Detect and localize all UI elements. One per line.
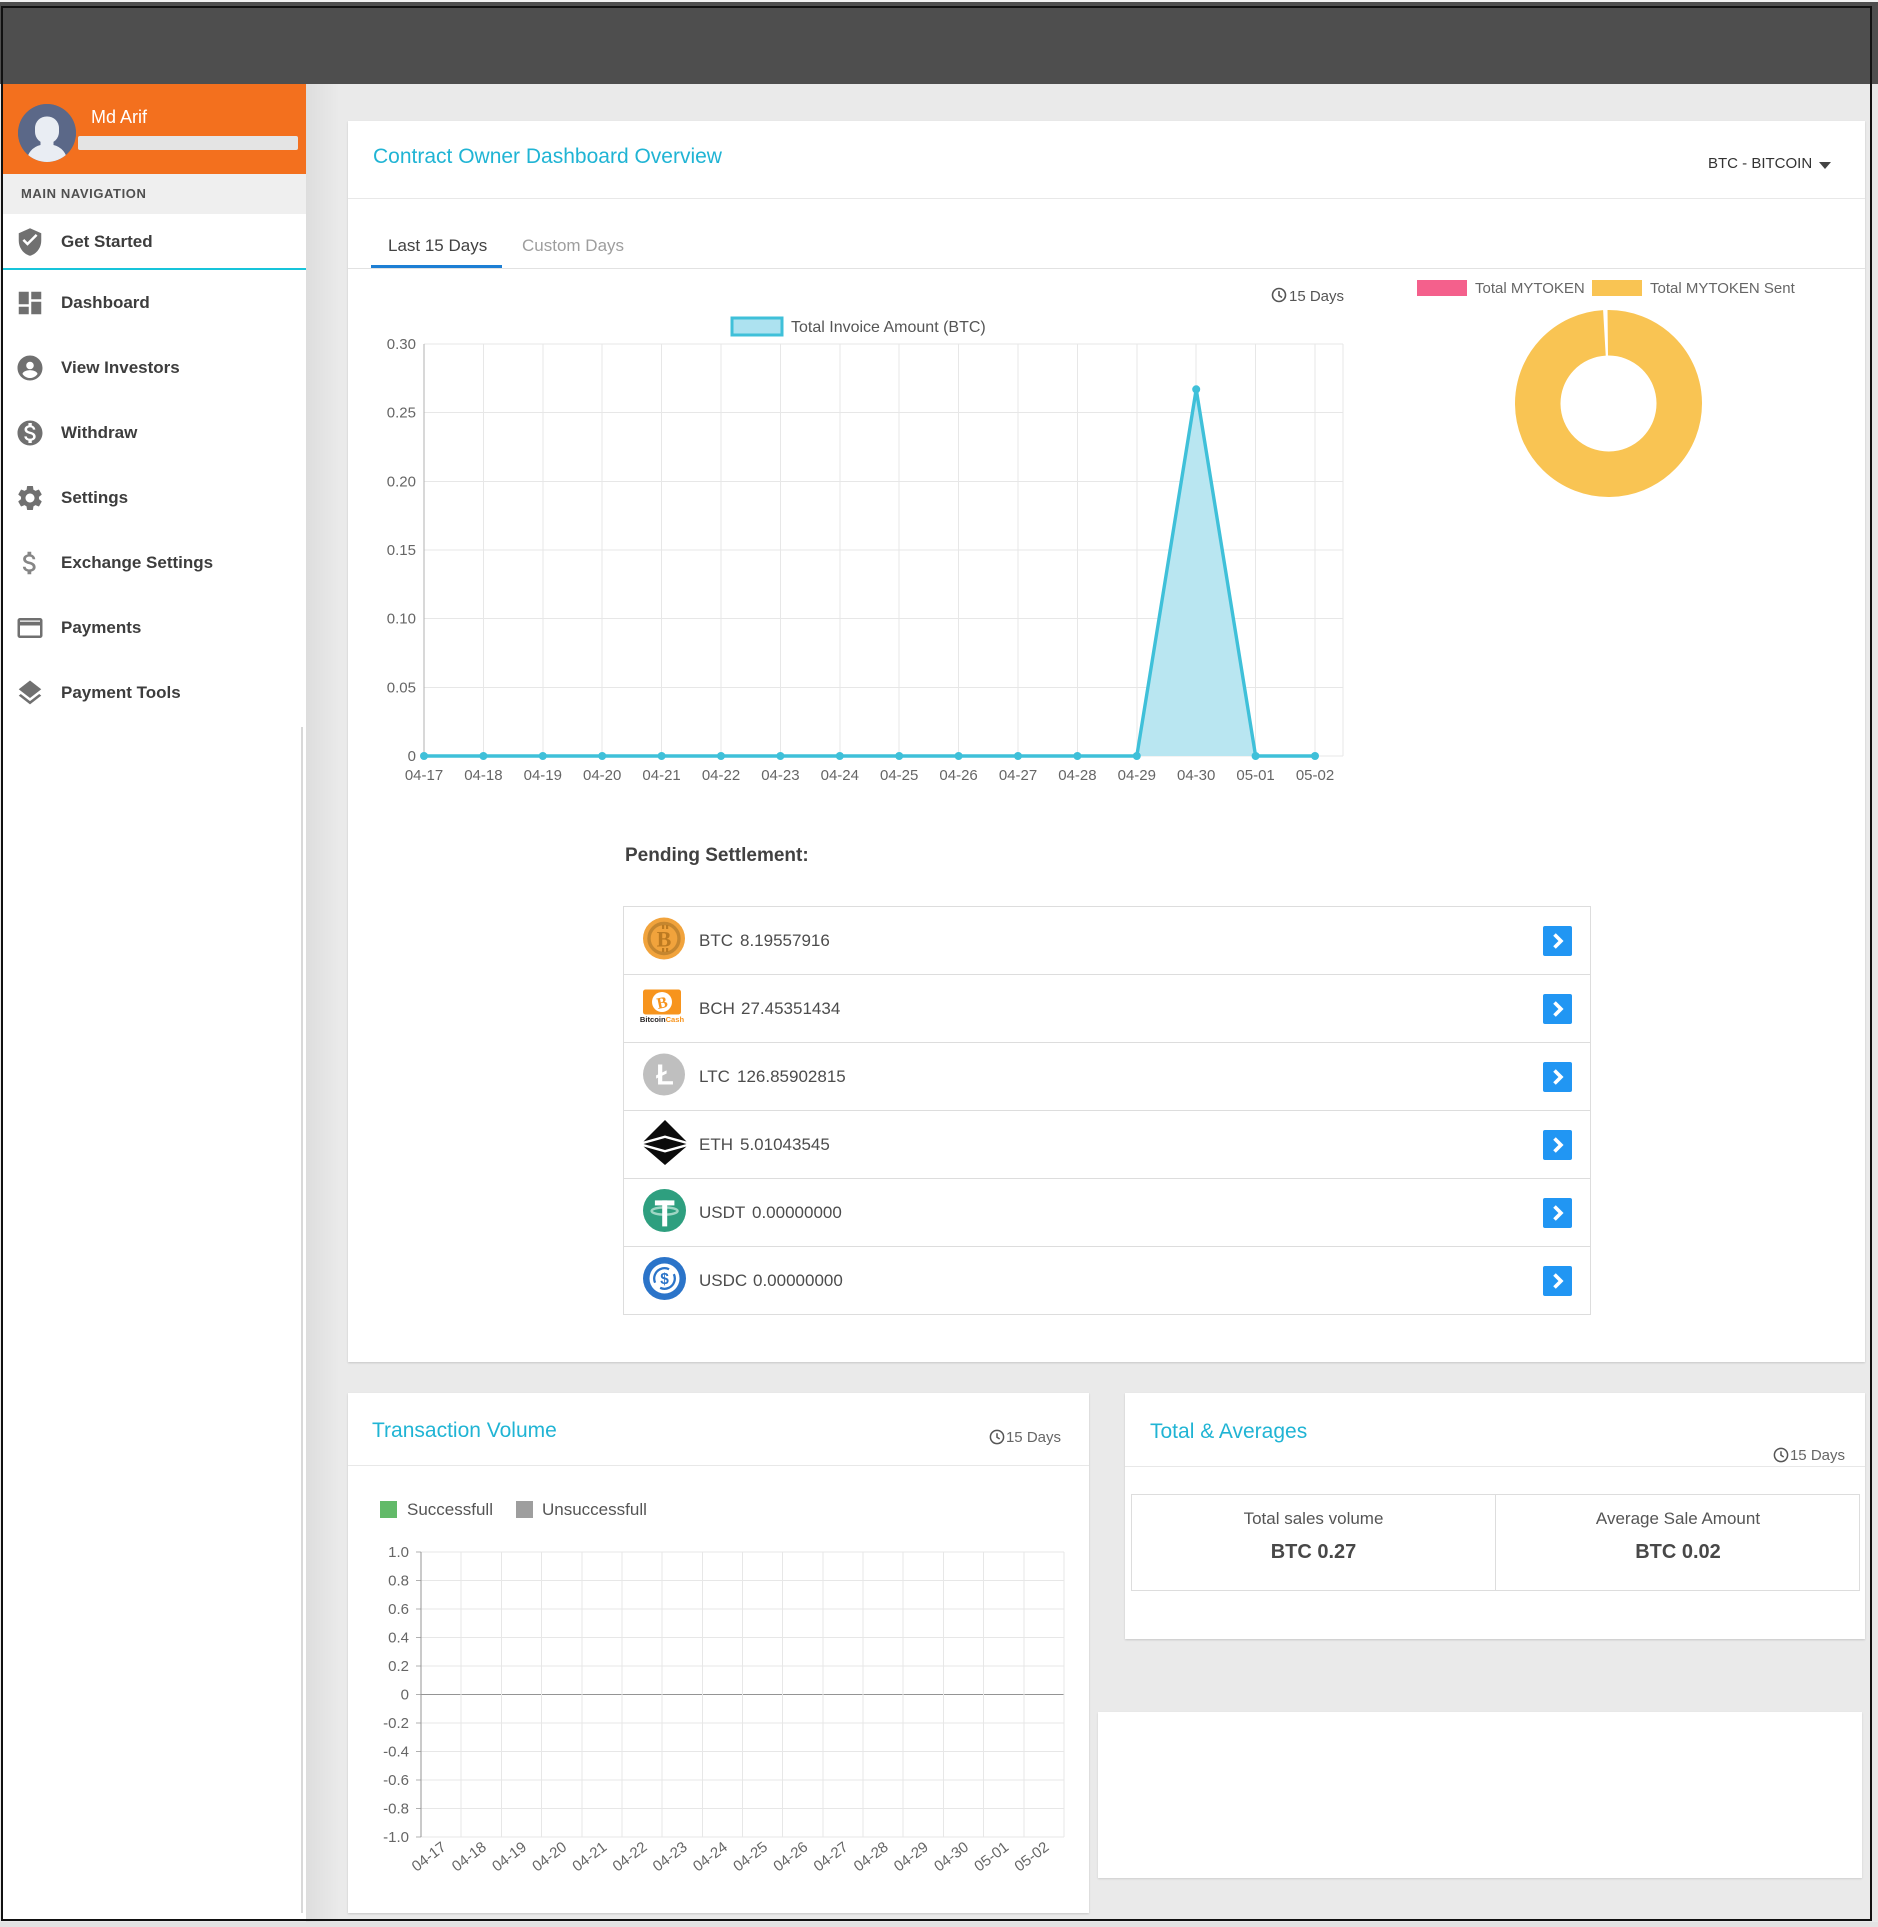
- svg-text:05-01: 05-01: [971, 1839, 1012, 1876]
- svg-text:04-17: 04-17: [405, 767, 443, 784]
- svg-text:05-01: 05-01: [1236, 767, 1274, 784]
- svg-text:-0.8: -0.8: [383, 1801, 409, 1818]
- svg-text:04-27: 04-27: [999, 767, 1037, 784]
- svg-text:-0.2: -0.2: [383, 1715, 409, 1732]
- svg-text:04-22: 04-22: [610, 1839, 651, 1876]
- svg-text:0: 0: [408, 748, 416, 765]
- svg-text:15 Days: 15 Days: [1289, 288, 1344, 305]
- svg-text:04-18: 04-18: [449, 1839, 490, 1876]
- svg-text:0.6: 0.6: [388, 1601, 409, 1618]
- svg-text:0.10: 0.10: [387, 611, 416, 628]
- svg-text:0.30: 0.30: [387, 336, 416, 353]
- svg-text:Total MYTOKEN: Total MYTOKEN: [1475, 280, 1585, 297]
- svg-text:-0.4: -0.4: [383, 1744, 409, 1761]
- svg-text:04-29: 04-29: [891, 1839, 932, 1876]
- svg-text:0.20: 0.20: [387, 473, 416, 490]
- svg-text:05-02: 05-02: [1011, 1839, 1052, 1876]
- svg-text:B: B: [657, 926, 672, 951]
- svg-text:04-30: 04-30: [1177, 767, 1215, 784]
- svg-text:Total MYTOKEN Sent: Total MYTOKEN Sent: [1650, 280, 1796, 297]
- svg-text:04-21: 04-21: [642, 767, 680, 784]
- svg-text:04-28: 04-28: [1058, 767, 1096, 784]
- svg-text:04-23: 04-23: [650, 1839, 691, 1876]
- svg-text:04-27: 04-27: [811, 1839, 852, 1876]
- svg-text:04-19: 04-19: [489, 1839, 530, 1876]
- svg-text:-1.0: -1.0: [383, 1829, 409, 1846]
- svg-text:04-21: 04-21: [569, 1839, 610, 1876]
- svg-text:04-24: 04-24: [690, 1839, 731, 1876]
- svg-text:-0.6: -0.6: [383, 1772, 409, 1789]
- svg-text:04-28: 04-28: [851, 1839, 892, 1876]
- svg-text:04-19: 04-19: [524, 767, 562, 784]
- svg-text:Total Invoice Amount (BTC): Total Invoice Amount (BTC): [791, 319, 986, 336]
- svg-text:04-18: 04-18: [464, 767, 502, 784]
- svg-text:Successfull: Successfull: [407, 1500, 493, 1519]
- svg-text:04-24: 04-24: [821, 767, 859, 784]
- svg-text:04-29: 04-29: [1118, 767, 1156, 784]
- svg-text:04-26: 04-26: [939, 767, 977, 784]
- svg-text:0.4: 0.4: [388, 1630, 409, 1647]
- svg-text:0.05: 0.05: [387, 679, 416, 696]
- svg-text:0.15: 0.15: [387, 542, 416, 559]
- svg-text:$: $: [660, 1271, 669, 1288]
- svg-text:04-22: 04-22: [702, 767, 740, 784]
- svg-text:05-02: 05-02: [1296, 767, 1334, 784]
- svg-text:04-17: 04-17: [409, 1839, 450, 1876]
- svg-text:BitcoinCash: BitcoinCash: [640, 1015, 685, 1024]
- svg-text:04-20: 04-20: [583, 767, 621, 784]
- svg-text:0.25: 0.25: [387, 405, 416, 422]
- svg-text:04-23: 04-23: [761, 767, 799, 784]
- svg-text:0.2: 0.2: [388, 1658, 409, 1675]
- svg-text:B: B: [655, 993, 669, 1012]
- svg-text:Ł: Ł: [656, 1059, 674, 1091]
- svg-text:04-26: 04-26: [770, 1839, 811, 1876]
- svg-text:04-25: 04-25: [730, 1839, 771, 1876]
- svg-text:0: 0: [401, 1687, 409, 1704]
- svg-text:1.0: 1.0: [388, 1544, 409, 1561]
- svg-text:Unsuccessfull: Unsuccessfull: [542, 1500, 647, 1519]
- svg-text:04-30: 04-30: [931, 1839, 972, 1876]
- svg-text:0.8: 0.8: [388, 1573, 409, 1590]
- svg-text:04-20: 04-20: [529, 1839, 570, 1876]
- svg-text:04-25: 04-25: [880, 767, 918, 784]
